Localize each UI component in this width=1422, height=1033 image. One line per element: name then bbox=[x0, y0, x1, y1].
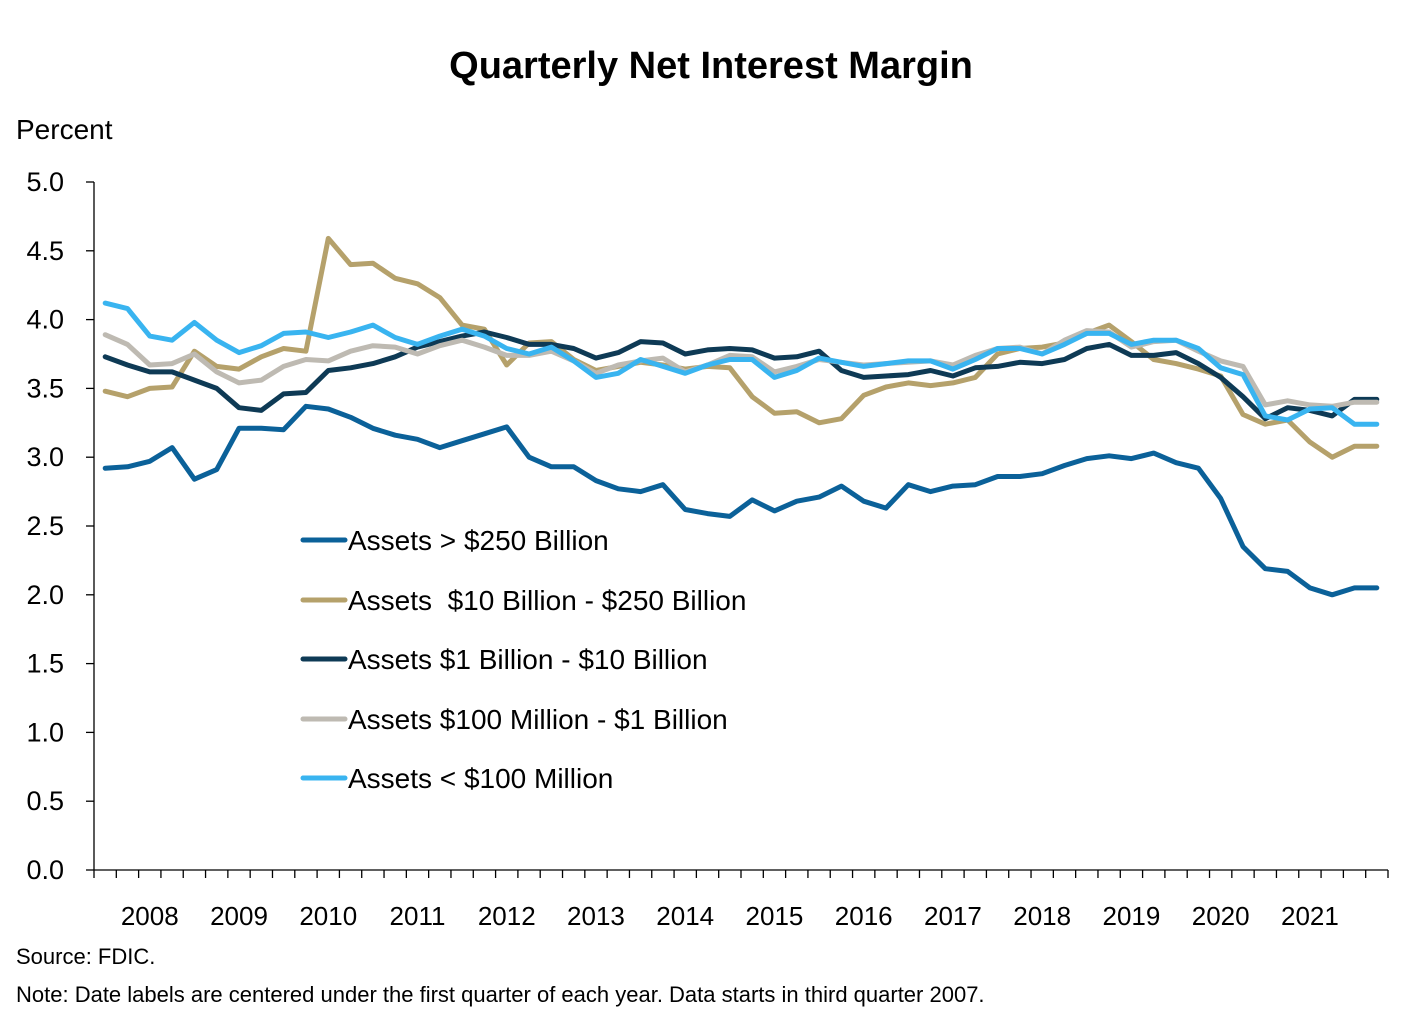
x-tick-label: 2014 bbox=[656, 901, 714, 931]
y-tick-label: 2.0 bbox=[26, 580, 64, 610]
x-tick-label: 2015 bbox=[746, 901, 804, 931]
y-tick-label: 4.0 bbox=[26, 305, 64, 335]
y-axis-label: Percent bbox=[16, 114, 113, 145]
x-tick-label: 2012 bbox=[478, 901, 536, 931]
y-tick-label: 4.5 bbox=[26, 236, 64, 266]
series-line-1 bbox=[102, 403, 1380, 598]
x-tick-label: 2009 bbox=[210, 901, 268, 931]
x-tick-label: 2016 bbox=[835, 901, 893, 931]
x-tick-label: 2011 bbox=[390, 901, 446, 931]
legend-label: Assets $10 Billion - $250 Billion bbox=[348, 585, 746, 616]
x-tick-label: 2010 bbox=[299, 901, 357, 931]
axes: 0.0 0.5 1.0 1.5 2.0 2.5 3.0 3.5 4.0 4.5 5.0 2008 200… bbox=[26, 167, 1389, 931]
series-line-5 bbox=[102, 300, 1380, 427]
chart-title: Quarterly Net Interest Margin bbox=[449, 45, 973, 87]
x-tick-label: 2019 bbox=[1103, 901, 1161, 931]
y-tick-label: 1.0 bbox=[26, 717, 64, 747]
legend-label: Assets > $250 Billion bbox=[348, 525, 609, 556]
y-tick-label: 1.5 bbox=[26, 649, 64, 679]
y-tick-label: 5.0 bbox=[26, 167, 64, 197]
x-tick-label: 2008 bbox=[121, 901, 179, 931]
y-tick-label: 0.0 bbox=[26, 855, 64, 885]
y-tick-label: 3.0 bbox=[26, 442, 64, 472]
legend-label: Assets < $100 Million bbox=[348, 763, 613, 794]
x-tick-label: 2013 bbox=[567, 901, 625, 931]
series-line-2 bbox=[102, 235, 1380, 460]
y-tick-label: 2.5 bbox=[26, 511, 64, 541]
x-tick-label: 2018 bbox=[1013, 901, 1071, 931]
x-tick-label: 2020 bbox=[1192, 901, 1250, 931]
footnote: Note: Date labels are centered under the… bbox=[16, 982, 985, 1007]
series-line-3 bbox=[102, 329, 1380, 422]
x-tick-label: 2021 bbox=[1281, 901, 1339, 931]
legend: Assets > $250 Billion Assets $10 Billion … bbox=[300, 525, 746, 794]
source-note: Source: FDIC. bbox=[16, 944, 155, 969]
y-tick-label: 0.5 bbox=[26, 786, 64, 816]
legend-label: Assets $1 Billion - $10 Billion bbox=[348, 644, 708, 675]
series-group bbox=[102, 235, 1380, 598]
y-tick-label: 3.5 bbox=[26, 373, 64, 403]
legend-label: Assets $100 Million - $1 Billion bbox=[348, 704, 728, 735]
x-tick-label: 2017 bbox=[924, 901, 982, 931]
